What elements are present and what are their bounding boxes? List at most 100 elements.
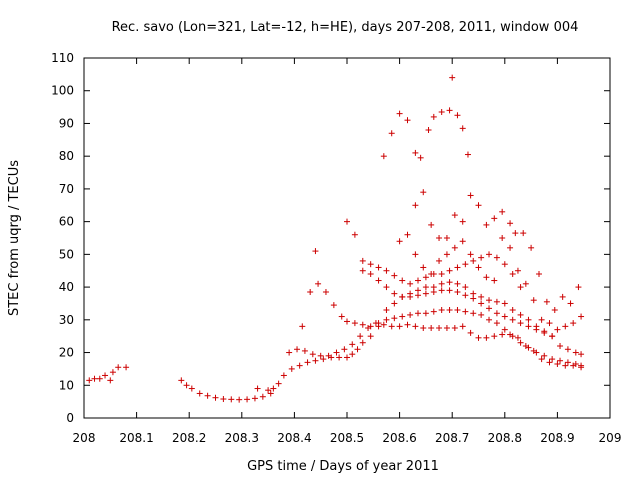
- data-point: [525, 323, 532, 330]
- data-point: [572, 349, 579, 356]
- data-point: [430, 289, 437, 295]
- data-point: [412, 323, 419, 330]
- data-point: [475, 202, 482, 209]
- data-point: [549, 333, 556, 340]
- data-point: [483, 221, 490, 228]
- data-point: [499, 235, 506, 241]
- data-point: [344, 218, 350, 225]
- data-point: [404, 231, 411, 238]
- data-point: [415, 292, 422, 299]
- y-tick-labels: 0 10 20 30 40 50 60 70 80 90 100 110: [51, 51, 74, 425]
- data-point: [551, 307, 558, 313]
- data-point: [412, 149, 419, 156]
- data-point: [438, 280, 445, 287]
- data-point: [259, 393, 266, 400]
- data-point: [86, 377, 93, 384]
- data-point: [430, 308, 437, 315]
- data-point: [554, 326, 561, 333]
- data-point: [288, 365, 295, 372]
- data-point: [564, 359, 571, 366]
- data-point: [478, 300, 485, 307]
- data-point: [391, 290, 398, 297]
- data-point: [428, 221, 435, 228]
- data-point: [570, 362, 577, 369]
- data-point: [383, 307, 390, 313]
- data-point: [244, 396, 251, 403]
- data-point: [307, 289, 314, 295]
- data-point: [436, 257, 443, 264]
- plot-frame: [83, 57, 611, 419]
- data-point: [422, 290, 429, 297]
- data-point: [470, 257, 477, 264]
- data-point: [204, 392, 211, 399]
- data-point: [380, 153, 387, 160]
- data-point: [380, 321, 387, 328]
- data-point: [541, 352, 548, 359]
- data-point: [375, 277, 382, 284]
- data-point: [486, 251, 493, 258]
- x-tick-label: 208.3: [225, 431, 259, 445]
- data-point: [254, 385, 261, 392]
- data-point: [183, 382, 190, 389]
- data-point: [275, 380, 282, 387]
- data-point: [478, 293, 485, 300]
- data-point: [438, 109, 445, 115]
- data-point: [317, 352, 324, 359]
- x-tick-label: 208.8: [488, 431, 522, 445]
- data-point: [102, 372, 109, 379]
- data-point: [454, 289, 461, 295]
- data-point: [425, 127, 432, 133]
- data-point: [430, 113, 437, 120]
- data-point: [270, 385, 277, 392]
- y-tick-label: 60: [59, 215, 74, 229]
- data-point: [312, 357, 319, 364]
- data-point: [462, 308, 469, 315]
- data-point: [359, 339, 366, 346]
- data-point: [344, 318, 350, 325]
- data-point: [220, 396, 227, 403]
- data-point: [404, 321, 411, 328]
- data-point: [338, 313, 345, 320]
- chart-title: Rec. savo (Lon=321, Lat=-12, h=HE), days…: [112, 20, 579, 35]
- data-point: [420, 264, 427, 271]
- data-point: [451, 212, 458, 219]
- data-point: [446, 287, 453, 294]
- data-point: [357, 333, 364, 340]
- x-tick-label: 208.6: [382, 431, 416, 445]
- data-point: [525, 316, 532, 323]
- data-point: [475, 264, 482, 271]
- data-point: [312, 248, 319, 255]
- data-point: [265, 387, 272, 394]
- data-point: [517, 339, 524, 346]
- data-point: [522, 280, 529, 287]
- data-point: [499, 331, 506, 338]
- data-point: [391, 315, 398, 322]
- data-point: [530, 347, 537, 354]
- data-point: [491, 277, 498, 284]
- y-tick-label: 30: [59, 313, 74, 327]
- data-point: [491, 333, 498, 340]
- data-point: [359, 267, 366, 274]
- data-point: [188, 385, 195, 392]
- data-point: [399, 313, 406, 320]
- data-point: [467, 192, 474, 199]
- y-tick-label: 40: [59, 280, 74, 294]
- data-point: [530, 297, 537, 304]
- data-point: [470, 310, 477, 317]
- data-point: [228, 396, 235, 403]
- data-point: [359, 321, 366, 328]
- data-point: [336, 354, 343, 361]
- data-point: [501, 313, 508, 320]
- y-tick-label: 50: [59, 247, 74, 261]
- data-point: [562, 323, 569, 330]
- data-point: [478, 254, 485, 261]
- x-tick-label: 208: [73, 431, 96, 445]
- data-point: [388, 130, 395, 137]
- data-point: [438, 287, 445, 294]
- data-point: [428, 325, 435, 331]
- data-point: [491, 215, 498, 222]
- data-point: [559, 293, 566, 300]
- data-point: [325, 352, 332, 359]
- data-point: [443, 251, 450, 258]
- data-point: [454, 280, 461, 287]
